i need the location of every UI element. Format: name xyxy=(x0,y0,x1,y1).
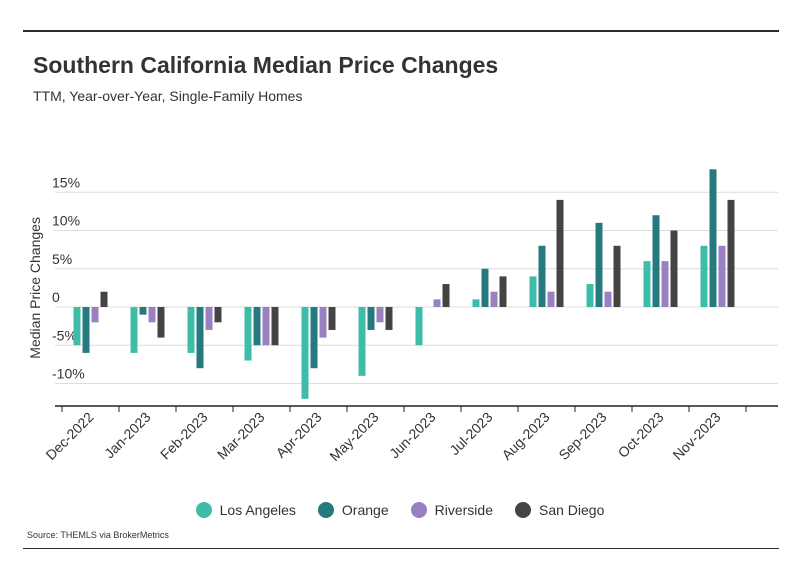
bar-riverside xyxy=(490,291,498,307)
bar-orange xyxy=(196,307,204,369)
x-tick-label: Mar-2023 xyxy=(214,409,268,463)
x-tick-label: Feb-2023 xyxy=(157,409,211,463)
bar-riverside xyxy=(148,307,156,323)
top-rule xyxy=(23,30,779,32)
x-tick-label: Nov-2023 xyxy=(669,409,723,463)
bar-riverside xyxy=(262,307,270,346)
bar-riverside xyxy=(433,299,441,307)
bar-orange xyxy=(652,215,660,307)
legend-label: Orange xyxy=(341,502,389,518)
bar-los-angeles xyxy=(187,307,195,353)
legend-item: Riverside xyxy=(410,502,493,518)
bar-los-angeles xyxy=(472,299,480,307)
bar-san-diego xyxy=(670,230,678,307)
bar-orange xyxy=(367,307,375,330)
chart-legend: Los Angeles Orange Riverside San Diego xyxy=(0,502,800,518)
bar-san-diego xyxy=(157,307,165,338)
y-tick-label: 5% xyxy=(52,251,72,267)
bar-los-angeles xyxy=(586,284,594,307)
legend-item: Orange xyxy=(317,502,389,518)
x-tick-label: Apr-2023 xyxy=(273,409,325,461)
bottom-rule xyxy=(23,548,779,549)
y-tick-label: 15% xyxy=(52,174,80,190)
bar-los-angeles xyxy=(301,307,309,399)
x-tick-label: Jul-2023 xyxy=(446,409,495,458)
y-tick-label: 0 xyxy=(52,289,60,305)
bar-riverside xyxy=(718,245,726,307)
x-tick-label: Jan-2023 xyxy=(101,409,154,462)
x-tick-label: Dec-2022 xyxy=(42,409,96,463)
x-tick-label: Sep-2023 xyxy=(555,409,609,463)
bar-riverside xyxy=(661,261,669,307)
bar-san-diego xyxy=(214,307,222,323)
bar-riverside xyxy=(205,307,213,330)
bar-san-diego xyxy=(442,284,450,307)
bar-riverside xyxy=(91,307,99,323)
x-tick-label: May-2023 xyxy=(326,409,381,464)
bar-los-angeles xyxy=(700,245,708,307)
bar-los-angeles xyxy=(244,307,252,361)
bar-riverside xyxy=(376,307,384,323)
bar-orange xyxy=(538,245,546,307)
bar-orange xyxy=(481,268,489,307)
legend-swatch xyxy=(195,502,212,518)
legend-label: Riverside xyxy=(434,502,493,518)
bar-orange xyxy=(310,307,318,369)
bar-san-diego xyxy=(328,307,336,330)
bar-los-angeles xyxy=(130,307,138,353)
bar-san-diego xyxy=(100,291,108,307)
bar-orange xyxy=(595,222,603,307)
bar-los-angeles xyxy=(643,261,651,307)
bar-chart: -10% -5% 0 5% 10% 15% Median Price Changes Dec-… xyxy=(27,169,778,464)
bar-san-diego xyxy=(271,307,279,346)
legend-swatch xyxy=(317,502,334,518)
bar-orange xyxy=(253,307,261,346)
bar-san-diego xyxy=(613,245,621,307)
bar-los-angeles xyxy=(358,307,366,376)
bar-riverside xyxy=(604,291,612,307)
legend-item: San Diego xyxy=(514,502,605,518)
legend-label: San Diego xyxy=(538,502,605,518)
y-tick-label: -5% xyxy=(52,327,77,343)
bar-san-diego xyxy=(499,276,507,307)
x-tick-label: Jun-2023 xyxy=(386,409,439,462)
legend-swatch xyxy=(410,502,427,518)
y-axis-label: Median Price Changes xyxy=(27,217,43,359)
bar-orange xyxy=(82,307,90,353)
bar-san-diego xyxy=(727,199,735,307)
bar-los-angeles xyxy=(73,307,81,346)
source-note: Source: THEMLS via BrokerMetrics xyxy=(27,530,169,540)
bar-orange xyxy=(709,169,717,307)
legend-label: Los Angeles xyxy=(219,502,296,518)
legend-item: Los Angeles xyxy=(195,502,296,518)
y-tick-label: -10% xyxy=(52,366,85,382)
x-tick-label: Oct-2023 xyxy=(615,409,667,461)
bar-san-diego xyxy=(385,307,393,330)
y-tick-label: 10% xyxy=(52,213,80,229)
bar-san-diego xyxy=(556,199,564,307)
chart-subtitle: TTM, Year-over-Year, Single-Family Homes xyxy=(33,88,303,104)
x-tick-label: Aug-2023 xyxy=(498,409,552,463)
chart-title: Southern California Median Price Changes xyxy=(33,52,499,78)
bar-los-angeles xyxy=(529,276,537,307)
bar-los-angeles xyxy=(415,307,423,346)
bar-riverside xyxy=(547,291,555,307)
legend-swatch xyxy=(514,502,531,518)
bar-riverside xyxy=(319,307,327,338)
bar-orange xyxy=(139,307,147,315)
